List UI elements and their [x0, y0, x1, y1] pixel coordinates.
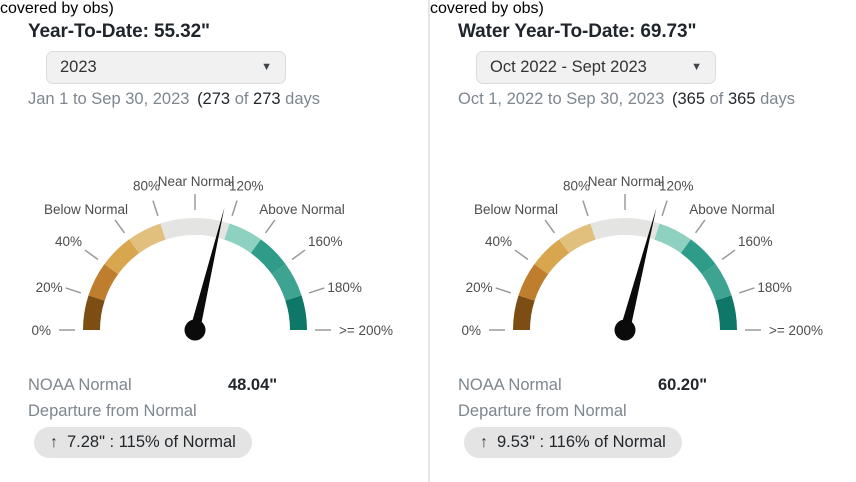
noaa-normal-value: 48.04" — [228, 376, 278, 394]
gauge-segment — [224, 223, 261, 254]
gauge-tick — [495, 287, 512, 294]
departure-badge-text: 7.28" : 115% of Normal — [67, 433, 236, 451]
gauge-zone-label: Near Normal — [588, 174, 665, 189]
gauge-tick-label: 120% — [229, 179, 264, 194]
gauge-tick-label: 120% — [659, 179, 694, 194]
gauge-segment — [559, 223, 596, 254]
page-title: Year-To-Date: 55.32" — [28, 21, 210, 42]
total-count: 365 — [727, 90, 756, 108]
obs-count: (365 — [672, 90, 706, 108]
gauge-tick-label: 40% — [55, 234, 82, 249]
gauge-segment — [654, 223, 691, 254]
gauge-segment — [160, 218, 230, 240]
gauge-ticks — [489, 194, 761, 331]
gauge-tick — [231, 200, 238, 217]
gauge-tick-label: 20% — [466, 280, 493, 295]
period-dropdown-value: 2023 — [60, 58, 97, 76]
departure-badge-text: 9.53" : 116% of Normal — [497, 433, 666, 451]
gauge-segment — [83, 295, 105, 331]
gauge-tick — [114, 219, 126, 234]
gauge-segment — [715, 295, 737, 331]
gauge-tick — [152, 200, 159, 217]
chevron-down-icon: ▼ — [261, 61, 272, 73]
gauge-chart: 0% 20% 40% 80% 120% 160% 180% >= 200% Below Norm… — [31, 174, 393, 341]
departure-badge: ↑ 9.53" : 116% of Normal — [464, 427, 682, 458]
gauge-tick-labels: 0% 20% 40% 80% 120% 160% 180% >= 200% — [31, 179, 393, 338]
noaa-normal-value: 60.20" — [658, 376, 708, 394]
gauge-segment — [513, 295, 535, 331]
coverage-text: Oct 1, 2022 to Sep 30, 2023 (365 of 365 … — [458, 90, 795, 108]
gauge-tick-label: >= 200% — [769, 323, 823, 338]
gauge-segment — [250, 239, 286, 275]
page-title: Water Year-To-Date: 69.73" — [458, 21, 697, 42]
up-arrow-icon: ↑ — [480, 433, 488, 451]
gauge-segment — [285, 295, 307, 331]
gauge-tick-labels: 0% 20% 40% 80% 120% 160% 180% >= 200% — [461, 179, 823, 338]
gauge-zone-label: Above Normal — [689, 202, 775, 217]
gauge-tick — [738, 287, 755, 294]
gauge-needle — [190, 207, 225, 332]
noaa-normal-label: NOAA Normal — [28, 376, 132, 394]
gauge-tick-label: >= 200% — [339, 323, 393, 338]
gauge-tick-label: 20% — [36, 280, 63, 295]
gauge-tick — [694, 219, 706, 234]
gauge-zone-label: Below Normal — [44, 202, 128, 217]
up-arrow-icon: ↑ — [50, 433, 58, 451]
gauge-tick — [65, 287, 82, 294]
gauge-zone-label: Below Normal — [474, 202, 558, 217]
period-dropdown[interactable]: Oct 2022 - Sept 2023 ▼ — [476, 51, 716, 84]
noaa-normal-label: NOAA Normal — [458, 376, 562, 394]
gauge-ticks — [59, 194, 331, 331]
coverage-text: Jan 1 to Sep 30, 2023 (273 of 273 days — [28, 90, 321, 108]
gauge-tick-label: 0% — [461, 323, 481, 338]
gauge-tick-label: 160% — [738, 234, 773, 249]
gauge-tick — [84, 249, 99, 261]
noaa-normal-row: NOAA Normal 48.04" — [28, 376, 408, 396]
gauge-segment — [88, 264, 119, 301]
departure-badge: ↑ 7.28" : 115% of Normal — [34, 427, 252, 458]
gauge-segment — [701, 264, 732, 301]
gauge-tick — [291, 249, 306, 261]
ytd-panel: Year-To-Date: 55.32" 2023 ▼ Jan 1 to Sep… — [0, 0, 408, 458]
gauge-chart: 0% 20% 40% 80% 120% 160% 180% >= 200% Below Norm… — [461, 174, 823, 341]
gauge-segment — [271, 264, 302, 301]
gauge-tick-label: 180% — [327, 280, 362, 295]
water-ytd-panel: Water Year-To-Date: 69.73" Oct 2022 - Se… — [428, 0, 856, 482]
gauge-band — [513, 218, 737, 331]
gauge-pivot — [184, 319, 206, 341]
gauge-tick-label: 40% — [485, 234, 512, 249]
obs-count: (273 — [197, 90, 231, 108]
period-dropdown[interactable]: 2023 ▼ — [46, 51, 286, 84]
gauge-segment — [534, 239, 570, 275]
gauge-tick — [582, 200, 589, 217]
gauge-tick-label: 160% — [308, 234, 343, 249]
gauge-tick — [264, 219, 276, 234]
gauge-tick-label: 180% — [757, 280, 792, 295]
departure-label: Departure from Normal — [458, 402, 627, 420]
chevron-down-icon: ▼ — [691, 61, 702, 73]
gauge-segment — [590, 218, 660, 240]
gauge-zone-label: Above Normal — [259, 202, 345, 217]
gauge-tick — [544, 219, 556, 234]
gauge-tick-label: 0% — [31, 323, 51, 338]
gauge-tick — [514, 249, 529, 261]
gauge-segment — [104, 239, 140, 275]
departure-label: Departure from Normal — [28, 402, 197, 420]
total-count: 273 — [253, 90, 281, 108]
gauge-pivot — [614, 319, 636, 341]
period-dropdown-value: Oct 2022 - Sept 2023 — [490, 58, 647, 76]
gauge-tick — [721, 249, 736, 261]
gauge-segment — [680, 239, 716, 275]
gauge-band — [83, 218, 307, 331]
gauge-segment — [129, 223, 166, 254]
noaa-normal-row: NOAA Normal 60.20" — [458, 376, 838, 396]
gauge-tick-label: 80% — [563, 179, 590, 194]
gauge-tick-label: 80% — [133, 179, 160, 194]
gauge-tick — [308, 287, 325, 294]
gauge-zone-label: Near Normal — [158, 174, 235, 189]
gauge-segment — [518, 264, 549, 301]
gauge-tick — [661, 200, 668, 217]
gauge-needle — [620, 207, 657, 332]
